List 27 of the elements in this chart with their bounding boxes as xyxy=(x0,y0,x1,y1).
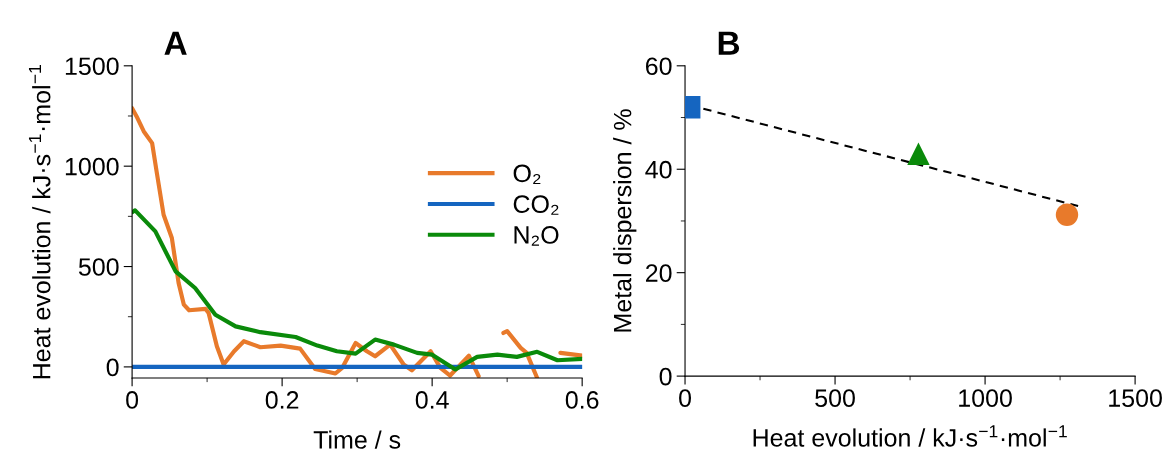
legend-label: CO₂ xyxy=(513,195,559,215)
legend-label: O₂ xyxy=(513,164,541,185)
y-axis-title: Heat evolution / kJ·s$^{−1}$·mol$^{−1}$ xyxy=(28,65,51,379)
chart-title: B xyxy=(718,31,740,55)
x-axis-title: Heat evolution / kJ·s$^{−1}$·mol$^{−1}$ xyxy=(753,425,1067,447)
x-tick-label: 1000 xyxy=(959,389,1012,407)
y-tick-label: 500 xyxy=(78,258,119,276)
y-tick-label: 0 xyxy=(659,367,672,386)
y-tick-label: 40 xyxy=(645,160,672,179)
y-tick-label: 20 xyxy=(645,264,672,282)
x-tick-label: 0.6 xyxy=(565,391,599,409)
y-tick-label: 1500 xyxy=(65,57,119,76)
y-tick-label: 60 xyxy=(646,57,672,76)
x-tick-label: 0 xyxy=(679,389,692,407)
point xyxy=(1055,203,1079,226)
x-tick-label: 0.2 xyxy=(265,391,299,409)
x-tick-label: 500 xyxy=(815,389,855,407)
x-tick-label: 1500 xyxy=(1109,389,1162,407)
y-tick-label: 1000 xyxy=(65,157,119,176)
x-axis-title: Time / s xyxy=(313,430,401,449)
x-tick-label: 0.4 xyxy=(415,391,449,409)
y-tick-label: 0 xyxy=(106,358,119,377)
y-axis-title: Metal dispersion / % xyxy=(613,109,637,332)
legend-label: N₂O xyxy=(514,226,559,246)
chart-title: A xyxy=(164,31,187,55)
x-tick-label: 0 xyxy=(126,391,139,409)
point xyxy=(907,142,930,165)
